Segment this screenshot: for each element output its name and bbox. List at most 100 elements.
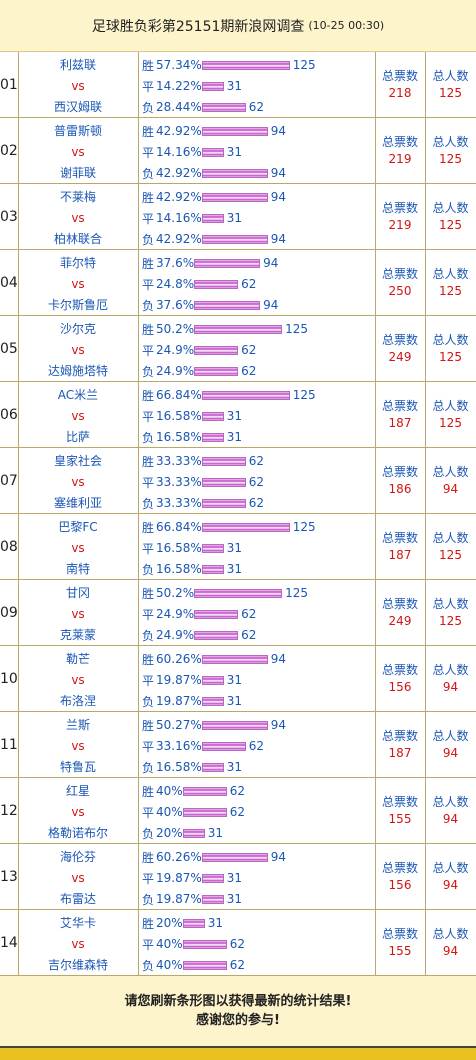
total-votes-value: 187 (388, 548, 412, 562)
vs-label: vs (71, 475, 85, 489)
home-team-link[interactable]: 菲尔特 (59, 256, 96, 270)
vs-label: vs (71, 805, 85, 819)
total-votes-value: 186 (388, 482, 412, 496)
lose-line: 负 33.33% 62 (142, 495, 264, 511)
lose-count: 31 (207, 826, 223, 840)
away-team-link[interactable]: 卡尔斯鲁厄 (47, 298, 108, 312)
away-team-link[interactable]: 达姆施塔特 (47, 364, 108, 378)
draw-count: 62 (241, 343, 257, 357)
lose-line: 负 42.92% 94 (142, 231, 286, 247)
lose-line: 负 19.87% 31 (142, 891, 242, 907)
home-team-link[interactable]: 红星 (65, 784, 90, 798)
match-number: 07 (0, 448, 19, 513)
draw-count: 62 (241, 607, 257, 621)
match-number: 03 (0, 184, 19, 249)
total-people-label: 总人数 (432, 597, 469, 611)
total-votes-cell: 总票数 156 (375, 646, 426, 711)
total-people-label: 总人数 (432, 465, 469, 479)
total-people-value: 94 (442, 680, 459, 694)
total-people-label: 总人数 (432, 69, 469, 83)
win-line: 胜 40% 62 (142, 783, 245, 799)
home-team-link[interactable]: 兰斯 (65, 718, 90, 732)
win-bar (194, 588, 283, 598)
match-number: 06 (0, 382, 19, 447)
home-team-link[interactable]: 勒芒 (65, 652, 90, 666)
match-number-text: 01 (0, 76, 18, 93)
lose-bar (201, 234, 268, 244)
win-bar (201, 720, 268, 730)
lose-bar (194, 366, 239, 376)
away-team-link[interactable]: 特鲁瓦 (59, 760, 96, 774)
lose-line: 负 24.9% 62 (142, 627, 256, 643)
draw-line: 平 16.58% 31 (142, 408, 242, 424)
away-team-link[interactable]: 布洛涅 (59, 694, 96, 708)
away-team-link[interactable]: 布雷达 (59, 892, 96, 906)
total-votes-cell: 总票数 187 (375, 382, 426, 447)
total-votes-cell: 总票数 218 (375, 52, 426, 117)
win-percent: 20% (156, 916, 183, 930)
lose-bar (182, 828, 205, 838)
total-people-label: 总人数 (432, 201, 469, 215)
match-number: 09 (0, 580, 19, 645)
home-team-link[interactable]: 不莱梅 (59, 190, 96, 204)
vote-stats-cell: 胜 57.34% 125 平 14.22% 31 负 28.44% 62 (138, 52, 376, 117)
thanks-notice: 感谢您的参与! (196, 1013, 280, 1028)
total-people-label: 总人数 (432, 135, 469, 149)
lose-bar (201, 696, 224, 706)
home-team-link[interactable]: 甘冈 (65, 586, 90, 600)
match-number: 04 (0, 250, 19, 315)
away-team-link[interactable]: 塞维利亚 (53, 496, 102, 510)
draw-count: 62 (241, 277, 257, 291)
teams-cell: 利兹联 vs 西汉姆联 (18, 52, 139, 117)
bottom-strip (0, 1046, 476, 1060)
lose-label: 负 (142, 298, 155, 313)
teams-cell: AC米兰 vs 比萨 (18, 382, 139, 447)
lose-label: 负 (142, 760, 155, 775)
home-team-link[interactable]: 利兹联 (59, 58, 96, 72)
vs-label: vs (71, 739, 85, 753)
win-percent: 66.84% (156, 520, 202, 534)
win-bar (182, 918, 205, 928)
away-team-link[interactable]: 谢菲联 (59, 166, 96, 180)
total-votes-label: 总票数 (381, 597, 418, 611)
away-team-link[interactable]: 比萨 (65, 430, 90, 444)
home-team-link[interactable]: 皇家社会 (53, 454, 102, 468)
match-number-text: 05 (0, 340, 18, 357)
away-team-link[interactable]: 南特 (65, 562, 90, 576)
home-team-link[interactable]: AC米兰 (57, 388, 99, 402)
home-team-link[interactable]: 海伦芬 (59, 850, 96, 864)
away-team-link[interactable]: 西汉姆联 (53, 100, 102, 114)
away-team-link[interactable]: 克莱蒙 (59, 628, 96, 642)
lose-bar (201, 432, 224, 442)
win-percent: 33.33% (156, 454, 202, 468)
home-team-link[interactable]: 沙尔克 (59, 322, 96, 336)
match-number-text: 11 (0, 736, 18, 753)
draw-bar (194, 279, 239, 289)
teams-cell: 皇家社会 vs 塞维利亚 (18, 448, 139, 513)
win-line: 胜 66.84% 125 (142, 519, 316, 535)
draw-line: 平 33.16% 62 (142, 738, 264, 754)
vs-label: vs (71, 937, 85, 951)
match-row: 10 勒芒 vs 布洛涅 胜 60.26% 94 平 19.87% 31 (0, 646, 476, 712)
vs-label: vs (71, 871, 85, 885)
away-team-link[interactable]: 柏林联合 (53, 232, 102, 246)
home-team-link[interactable]: 巴黎FC (58, 520, 98, 534)
match-number-text: 08 (0, 538, 18, 555)
away-team-link[interactable]: 吉尔维森特 (47, 958, 108, 972)
lose-percent: 37.6% (156, 298, 195, 312)
vs-label: vs (71, 541, 85, 555)
home-team-link[interactable]: 艾华卡 (59, 916, 96, 930)
total-votes-label: 总票数 (381, 201, 418, 215)
home-team-link[interactable]: 普雷斯顿 (53, 124, 102, 138)
vote-stats-cell: 胜 50.2% 125 平 24.9% 62 负 24.9% 62 (138, 580, 376, 645)
teams-cell: 艾华卡 vs 吉尔维森特 (18, 910, 139, 975)
away-team-link[interactable]: 格勒诺布尔 (47, 826, 108, 840)
lose-line: 负 16.58% 31 (142, 429, 242, 445)
total-people-cell: 总人数 125 (425, 316, 476, 381)
total-people-cell: 总人数 125 (425, 52, 476, 117)
total-votes-value: 155 (388, 812, 412, 826)
win-count: 31 (207, 916, 223, 930)
total-votes-value: 249 (388, 350, 412, 364)
total-people-label: 总人数 (432, 927, 469, 941)
lose-count: 94 (263, 298, 279, 312)
